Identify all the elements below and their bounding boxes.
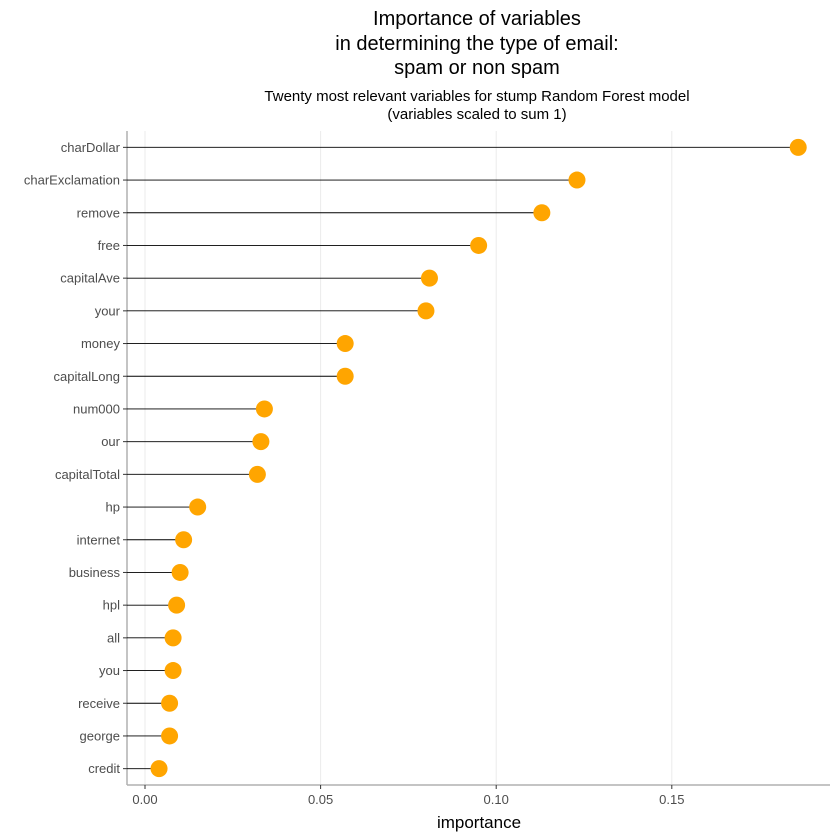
ytick-label-your: your (95, 303, 121, 318)
ytick-label-capitalAve: capitalAve (60, 271, 120, 286)
point-num000 (255, 400, 273, 418)
subtitle-line-2: (variables scaled to sum 1) (387, 106, 566, 123)
ytick-label-receive: receive (78, 696, 120, 711)
xtick-label-0: 0.00 (132, 792, 157, 807)
ytick-label-george: george (80, 728, 120, 743)
ytick-label-you: you (99, 663, 120, 678)
title-line-1: Importance of variables (373, 8, 581, 30)
point-capitalLong (336, 367, 354, 385)
ytick-label-all: all (107, 630, 120, 645)
point-internet (175, 531, 193, 549)
y-axis-ticks: charDollar charExclamation remove free capit… (24, 140, 127, 776)
xtick-label-2: 0.10 (484, 792, 509, 807)
point-george (161, 727, 179, 745)
ytick-label-capitalLong: capitalLong (54, 369, 121, 384)
ytick-label-business: business (69, 565, 121, 580)
point-hpl (168, 596, 186, 614)
ytick-label-charDollar: charDollar (61, 140, 121, 155)
title-line-2: in determining the type of email: (335, 33, 619, 55)
point-all (164, 629, 182, 647)
x-axis-ticks: 0.00 0.05 0.10 0.15 (132, 785, 684, 807)
ytick-label-internet: internet (77, 532, 121, 547)
point-your (417, 302, 435, 320)
ytick-label-hp: hp (106, 500, 120, 515)
ytick-label-charExclamation: charExclamation (24, 173, 120, 188)
lollipop-points (150, 138, 807, 778)
point-credit (150, 760, 168, 778)
point-money (336, 335, 354, 353)
lollipop-stems (127, 146, 799, 770)
point-charDollar (789, 138, 807, 156)
point-capitalAve (420, 269, 438, 287)
ytick-label-hpl: hpl (103, 598, 120, 613)
point-business (171, 563, 189, 581)
ytick-label-credit: credit (88, 761, 120, 776)
ytick-label-num000: num000 (73, 401, 120, 416)
xtick-label-3: 0.15 (659, 792, 684, 807)
point-our (252, 433, 270, 451)
ytick-label-free: free (98, 238, 120, 253)
x-axis-label: importance (437, 813, 521, 832)
point-remove (533, 204, 551, 222)
point-you (164, 662, 182, 680)
chart-subtitle: Twenty most relevant variables for stump… (264, 88, 689, 123)
ytick-label-capitalTotal: capitalTotal (55, 467, 120, 482)
ytick-label-money: money (81, 336, 121, 351)
xtick-label-1: 0.05 (308, 792, 333, 807)
ytick-label-our: our (101, 434, 120, 449)
grid-lines (144, 131, 673, 785)
ytick-label-remove: remove (77, 205, 120, 220)
point-charExclamation (568, 171, 586, 189)
chart-title: Importance of variables in determining t… (335, 8, 619, 79)
subtitle-line-1: Twenty most relevant variables for stump… (264, 88, 689, 105)
point-hp (189, 498, 207, 516)
point-receive (161, 694, 179, 712)
axes (126, 131, 830, 786)
point-capitalTotal (248, 465, 266, 483)
point-free (470, 236, 488, 254)
title-line-3: spam or non spam (394, 57, 560, 79)
